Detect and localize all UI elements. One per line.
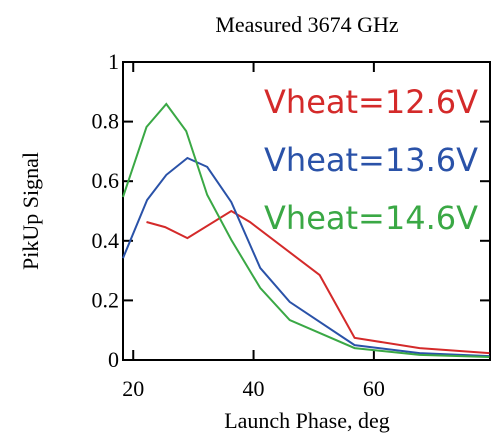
y-tick-label: 0 [108,347,119,372]
x-axis-label: Launch Phase, deg [224,408,390,433]
y-tick-label: 0.6 [92,168,120,193]
y-tick-label: 0.4 [92,228,120,253]
chart-title: Measured 3674 GHz [215,12,399,37]
x-tick-label: 40 [243,376,265,401]
y-tick-label: 0.2 [92,287,120,312]
y-tick-label: 0.8 [92,109,120,134]
legend-entry: Vheat=12.6V [264,83,478,121]
y-tick-label: 1 [108,49,119,74]
series-line [122,102,490,358]
legend-entry: Vheat=13.6V [264,141,478,179]
series-line [122,156,490,358]
x-tick-label: 60 [363,376,385,401]
legend-entry: Vheat=14.6V [264,199,478,237]
plot-frame [122,61,491,361]
x-tick-label: 20 [122,376,144,401]
series-line [146,209,490,355]
y-axis-label: PikUp Signal [18,152,43,270]
